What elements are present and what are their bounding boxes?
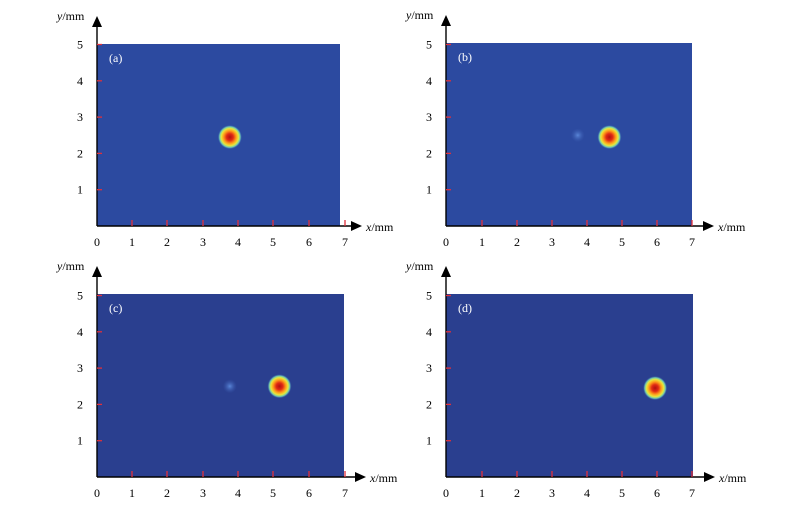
x-tick-label: 3 [200,486,206,500]
x-tick-label: 0 [94,235,100,249]
x-tick-label: 7 [689,486,695,500]
x-tick-label: 4 [235,486,241,500]
heatmap-field [97,294,344,477]
x-tick-label: 5 [619,235,625,249]
x-axis-arrow [355,472,366,482]
x-tick-label: 6 [306,235,312,249]
chart-panel: 0 1 2 3 4 5 6 7 1 2 3 4 5 x/mm y/mm (d) [405,259,747,500]
y-tick-label: 4 [426,74,432,88]
y-axis-arrow [92,266,102,277]
y-tick-label: 5 [77,38,83,52]
y-tick-label: 5 [426,38,432,52]
x-tick-label: 7 [689,235,695,249]
x-axis-arrow [351,221,362,231]
y-tick-label: 1 [77,183,83,197]
y-axis-label: y/mm [405,259,434,273]
y-tick-label: 2 [426,397,432,411]
x-tick-label: 6 [654,486,660,500]
intensity-peak [217,125,242,150]
x-tick-label: 0 [443,235,449,249]
x-axis-label: x/mm [369,471,398,485]
x-tick-label: 1 [479,486,485,500]
y-tick-label: 3 [426,110,432,124]
y-tick-label: 1 [77,434,83,448]
x-tick-label: 4 [235,235,241,249]
x-tick-label: 2 [514,486,520,500]
y-tick-label: 3 [77,110,83,124]
x-tick-label: 4 [584,235,590,249]
x-tick-label: 7 [342,235,348,249]
x-tick-label: 3 [549,486,555,500]
x-tick-label: 3 [200,235,206,249]
panel-label: (d) [458,301,472,315]
x-axis-arrow [704,472,715,482]
x-tick-label: 2 [164,486,170,500]
x-tick-label: 0 [443,486,449,500]
y-axis-label: y/mm [56,259,85,273]
faint-peak [570,128,585,143]
y-axis-arrow [92,16,102,27]
intensity-peak [597,125,622,150]
x-tick-label: 7 [342,486,348,500]
panel-label: (a) [109,51,122,65]
x-tick-label: 1 [479,235,485,249]
panel-label: (c) [109,301,122,315]
x-tick-label: 3 [549,235,555,249]
y-axis-label: y/mm [56,9,85,23]
chart-panel: 0 1 2 3 4 5 6 7 1 2 3 4 5 x/mm y/mm (c) [56,259,398,500]
x-tick-label: 5 [270,486,276,500]
y-tick-label: 3 [426,361,432,375]
x-tick-label: 4 [584,486,590,500]
chart-panel: 0 1 2 3 4 5 6 7 1 2 3 4 5 x/mm y/mm (b) [405,8,746,249]
x-axis-label: x/mm [717,220,746,234]
y-axis-arrow [441,15,451,26]
heatmap-field [446,43,692,226]
x-tick-label: 6 [306,486,312,500]
panel-label: (b) [458,50,472,64]
x-tick-label: 0 [94,486,100,500]
x-tick-label: 1 [129,235,135,249]
y-tick-label: 1 [426,434,432,448]
x-tick-label: 1 [129,486,135,500]
faint-peak [222,379,237,394]
y-tick-label: 4 [426,325,432,339]
y-tick-label: 4 [77,74,83,88]
x-axis-arrow [703,221,714,231]
chart-panel: 0 1 2 3 4 5 6 7 1 2 3 4 5 x/mm y/mm (a) [56,9,394,249]
intensity-peak [643,376,668,401]
x-tick-label: 5 [619,486,625,500]
y-tick-label: 4 [77,325,83,339]
intensity-peak [267,374,292,399]
y-axis-arrow [441,266,451,277]
y-tick-label: 2 [426,146,432,160]
y-tick-label: 5 [77,289,83,303]
x-tick-label: 2 [164,235,170,249]
y-tick-label: 1 [426,183,432,197]
x-tick-label: 5 [270,235,276,249]
x-tick-label: 2 [514,235,520,249]
x-tick-label: 6 [654,235,660,249]
x-axis-label: x/mm [365,220,394,234]
x-axis-label: x/mm [718,471,747,485]
y-tick-label: 2 [77,397,83,411]
y-tick-label: 3 [77,361,83,375]
y-tick-label: 2 [77,146,83,160]
y-axis-label: y/mm [405,8,434,22]
y-tick-label: 5 [426,289,432,303]
